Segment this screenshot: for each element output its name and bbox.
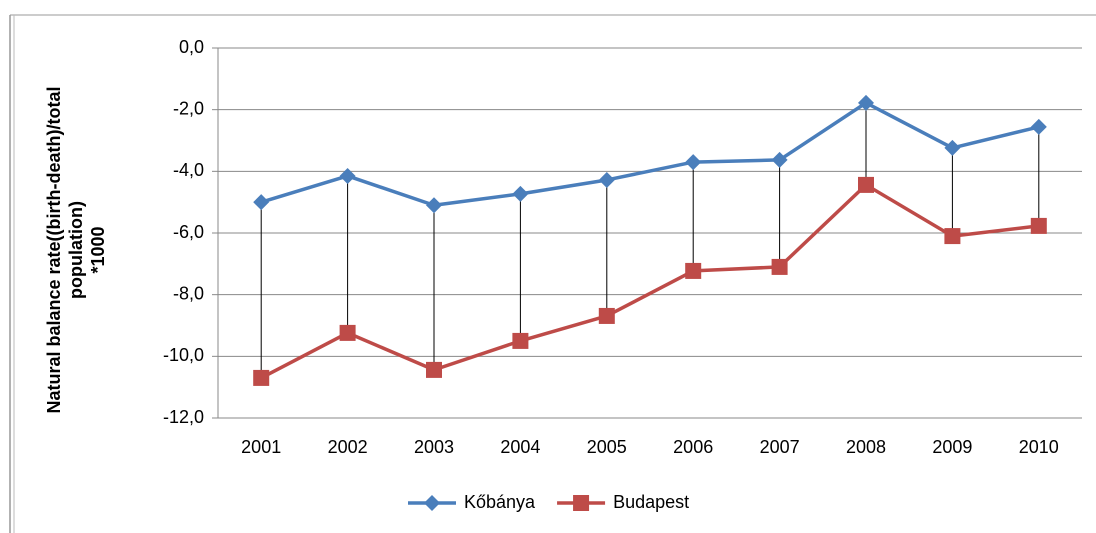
data-point: [253, 194, 270, 211]
data-point: [339, 324, 356, 341]
data-point: [426, 361, 442, 378]
x-tick-label: 2009: [932, 437, 972, 457]
data-point: [512, 332, 529, 349]
data-point: [1030, 217, 1047, 234]
legend-marker: [424, 495, 440, 511]
data-point: [512, 185, 529, 202]
y-axis-label-line: Natural balance rate((birth-death)/total: [44, 86, 64, 413]
x-tick-label: 2003: [414, 437, 454, 457]
legend-label: Kőbánya: [464, 492, 536, 512]
y-axis-label: Natural balance rate((birth-death)/total…: [44, 86, 108, 413]
data-point: [685, 262, 702, 279]
data-point: [1030, 118, 1047, 135]
legend-marker: [573, 495, 590, 511]
y-tick-label: -2,0: [173, 98, 204, 118]
y-axis-label-line: *1000: [88, 226, 108, 273]
series-line: [260, 101, 1040, 207]
x-tick-label: 2002: [328, 437, 368, 457]
data-point: [858, 94, 874, 111]
y-tick-label: -8,0: [173, 283, 204, 303]
x-tick-label: 2008: [846, 437, 886, 457]
data-point: [771, 258, 788, 275]
x-tick-label: 2010: [1019, 437, 1059, 457]
y-tick-label: -6,0: [173, 222, 204, 242]
data-point: [426, 197, 442, 214]
x-tick-label: 2005: [587, 437, 627, 457]
x-tick-label: 2001: [241, 437, 281, 457]
data-point: [598, 307, 615, 324]
data-point: [339, 167, 356, 184]
data-point: [858, 176, 874, 193]
x-tick-label: 2004: [500, 437, 540, 457]
data-point: [598, 171, 615, 188]
x-tick-label: 2006: [673, 437, 713, 457]
data-point: [944, 228, 961, 245]
data-point: [253, 369, 270, 386]
data-point: [944, 139, 961, 156]
series-line: [260, 183, 1040, 380]
y-tick-label: -4,0: [173, 160, 204, 180]
legend-label: Budapest: [613, 492, 689, 512]
data-point: [685, 154, 702, 171]
y-tick-label: -12,0: [163, 407, 204, 427]
y-axis-label-line: population): [66, 201, 86, 299]
data-point: [771, 151, 788, 168]
y-tick-label: -10,0: [163, 345, 204, 365]
y-tick-label: 0,0: [179, 37, 204, 57]
x-tick-label: 2007: [760, 437, 800, 457]
